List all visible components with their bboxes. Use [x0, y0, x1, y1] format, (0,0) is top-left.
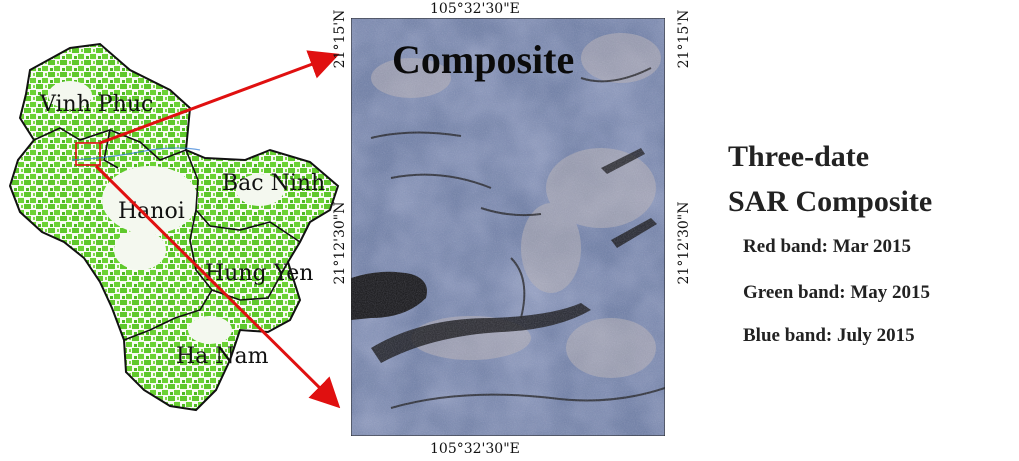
coord-right-mid: 21°12'30"N: [676, 201, 692, 285]
region-label-ha-nam: Ha Nam: [176, 344, 269, 369]
legend-title-line1: Three-date: [728, 140, 870, 173]
coord-left-mid: 21°12'30"N: [332, 201, 348, 285]
coord-left-top: 21°15'N: [332, 9, 348, 69]
legend-band-red: Red band: Mar 2015: [743, 236, 912, 257]
region-label-bac-ninh: Bac Ninh: [222, 171, 326, 196]
region-label-hanoi: Hanoi: [118, 199, 185, 224]
composite-title: Composite: [392, 37, 575, 82]
region-label-vinh-phuc: Vinh Phuc: [40, 92, 154, 117]
locator-map: [8, 42, 340, 412]
coord-bottom: 105°32'30"E: [430, 441, 520, 457]
coord-right-top: 21°15'N: [676, 9, 692, 69]
legend-band-blue: Blue band: July 2015: [743, 325, 915, 346]
composite-image: [351, 18, 665, 436]
region-label-hung-yen: Hung Yen: [205, 261, 314, 286]
legend-title-line2: SAR Composite: [728, 185, 933, 218]
locator-box: [75, 142, 101, 166]
coord-top: 105°32'30"E: [430, 1, 520, 17]
legend-band-green: Green band: May 2015: [743, 282, 931, 303]
